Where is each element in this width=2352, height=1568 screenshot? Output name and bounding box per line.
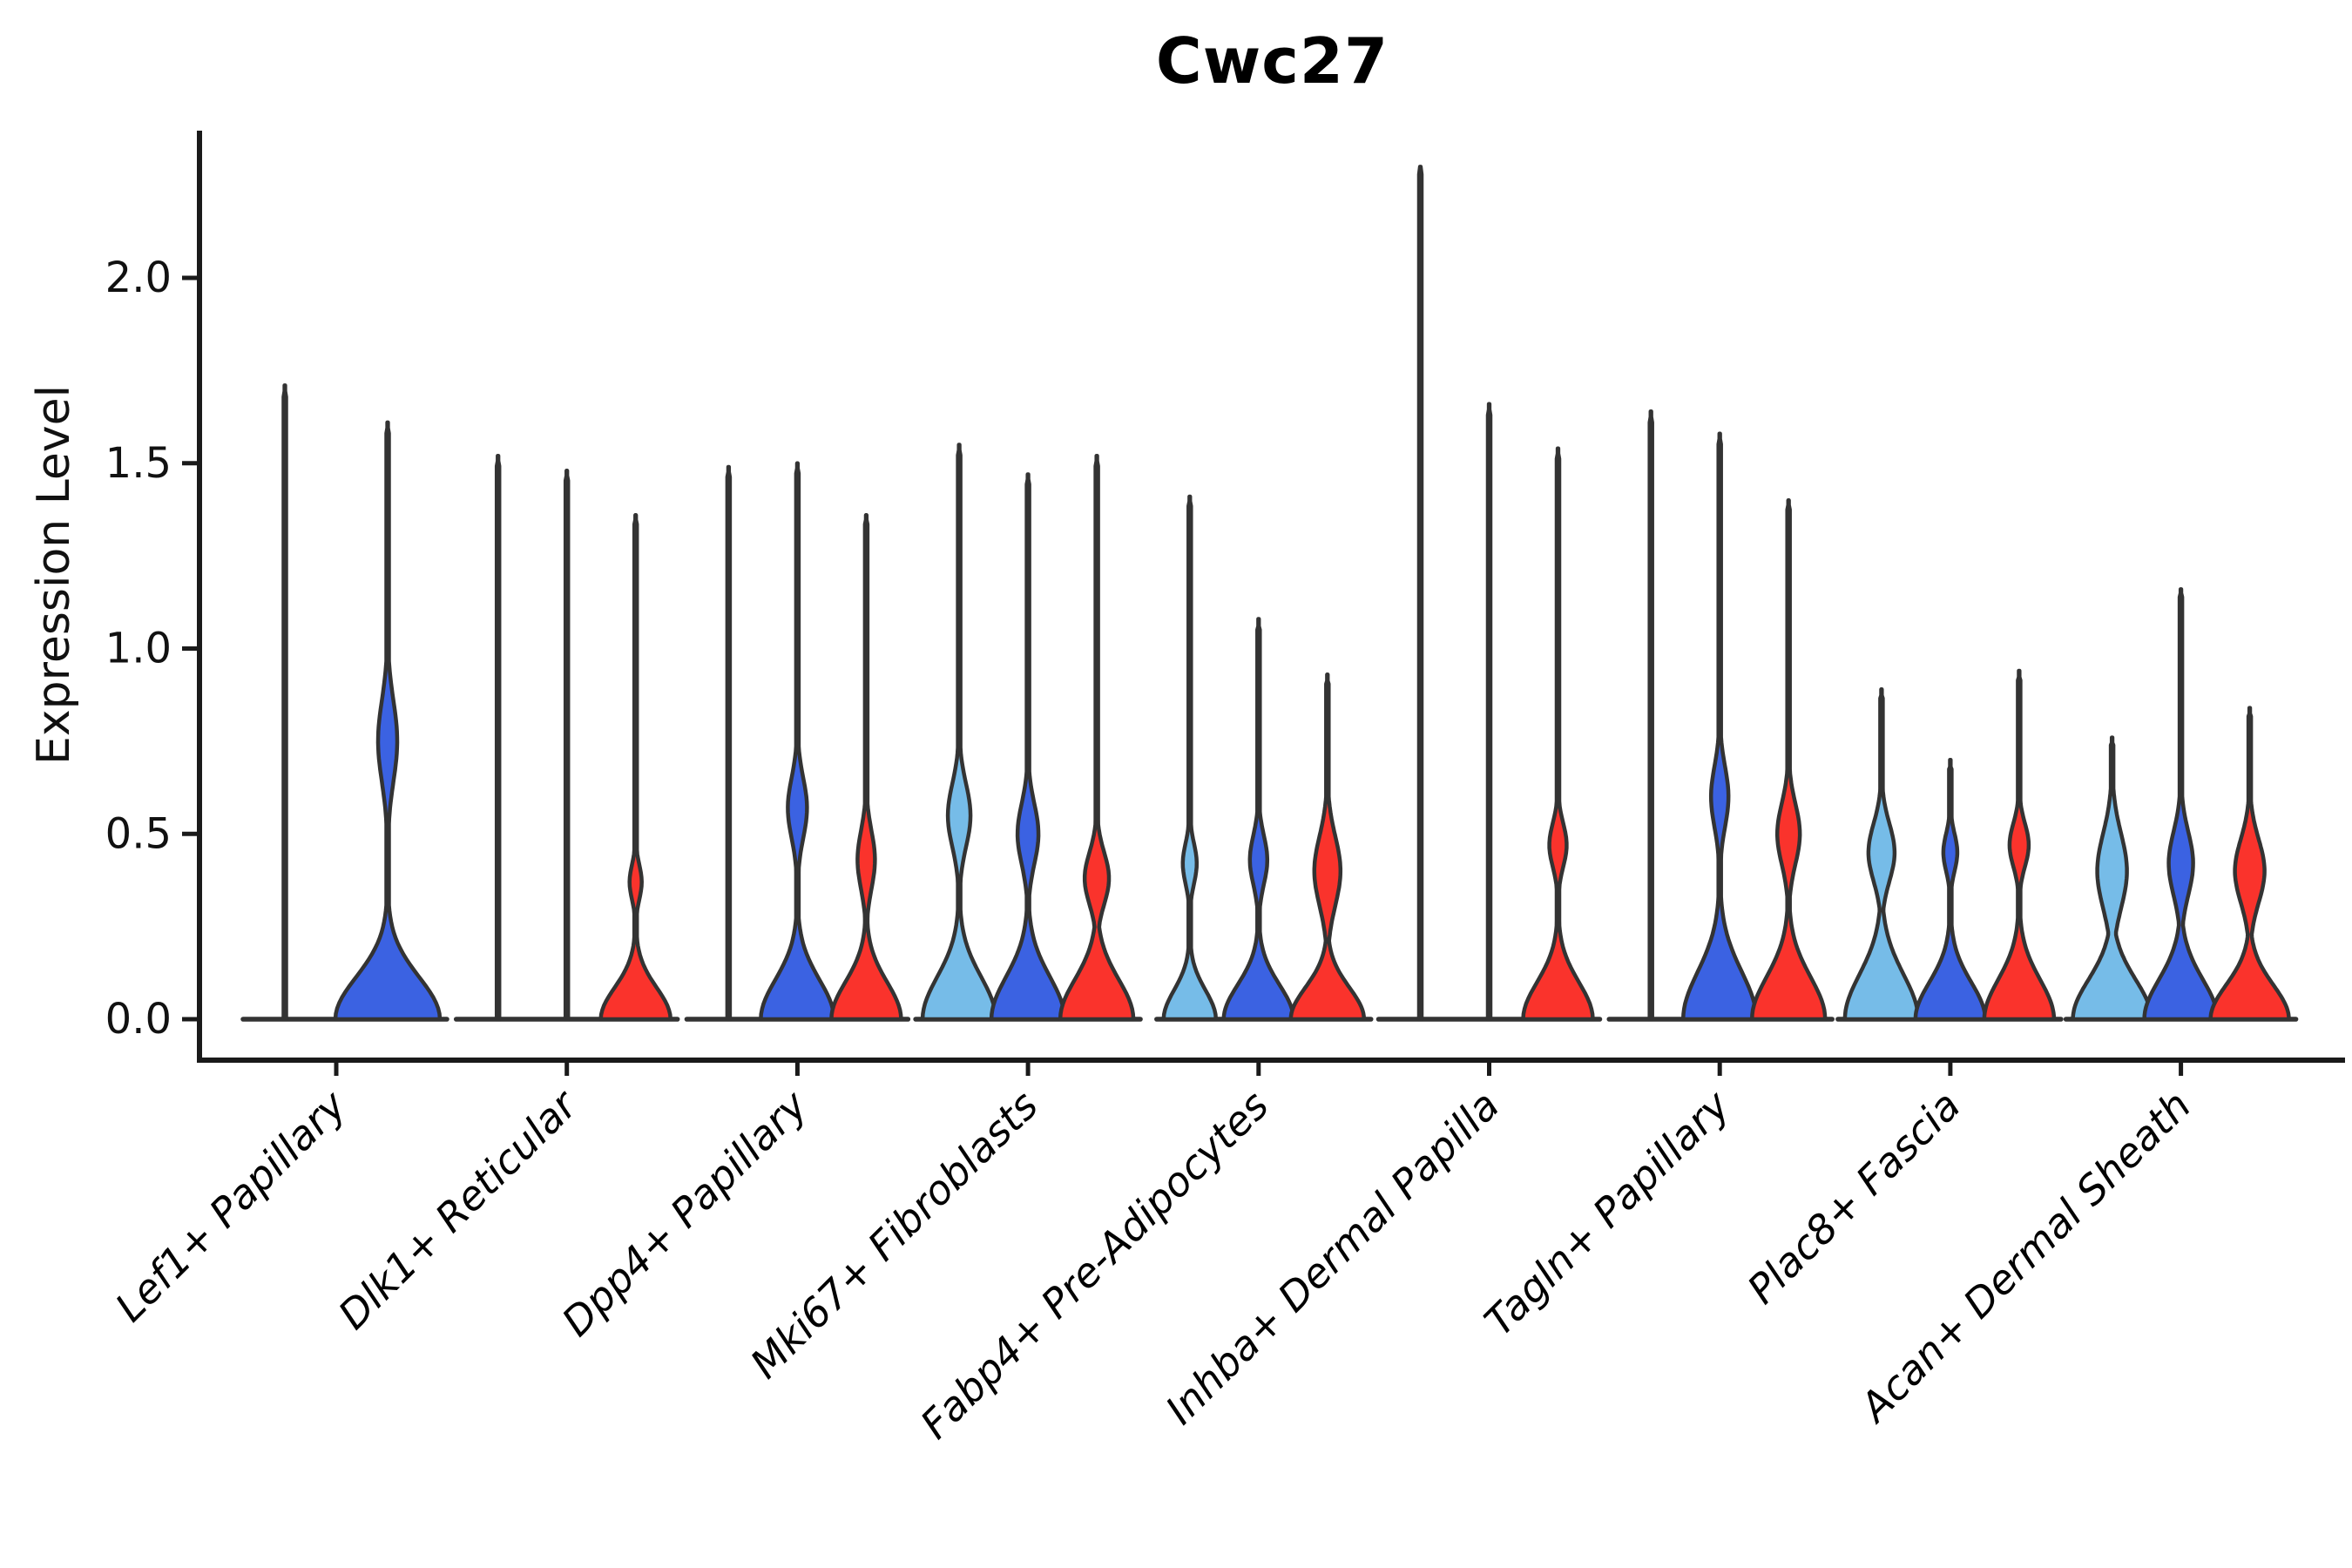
violin [759, 461, 836, 1022]
violin [2142, 587, 2220, 1022]
violin [1842, 687, 1921, 1022]
x-tick-label: Plac8+ Fascia [1738, 1082, 1969, 1313]
y-tick-label: 0.5 [105, 809, 172, 858]
spike-violin [563, 469, 571, 1022]
spike-violin [494, 453, 502, 1022]
spike-violin [1485, 402, 1493, 1022]
x-tick-label: Dpp4+ Papillary [553, 1081, 817, 1345]
violin [2208, 706, 2291, 1022]
x-tick-label: Dlk1+ Reticular [329, 1079, 588, 1338]
spike-violin [1647, 409, 1654, 1022]
y-tick-label: 1.5 [105, 439, 172, 488]
violin [1521, 446, 1595, 1022]
y-axis-label: Expression Level [28, 384, 80, 766]
violin [920, 443, 998, 1022]
violin [1058, 453, 1136, 1022]
violin [333, 420, 443, 1022]
violin [2071, 735, 2153, 1022]
spike-violin [725, 464, 733, 1022]
y-tick-label: 1.0 [105, 625, 172, 673]
spike-violin [1416, 165, 1424, 1022]
violin [829, 513, 903, 1022]
violin [1913, 757, 1988, 1022]
violin [989, 472, 1067, 1022]
x-tick-label: Lef1+ Papillary [106, 1081, 355, 1330]
violin [1161, 494, 1219, 1022]
violin [1221, 617, 1296, 1022]
spike-violin [281, 383, 288, 1022]
violin [598, 513, 672, 1022]
violin [1288, 672, 1367, 1022]
x-tick-label: Tagln+ Papillary [1476, 1081, 1740, 1345]
violin [1680, 431, 1759, 1022]
violin [1982, 668, 2057, 1022]
violin [1749, 498, 1828, 1022]
y-tick-label: 2.0 [105, 253, 172, 302]
y-tick-label: 0.0 [105, 995, 172, 1044]
chart-title: Cwc27 [1155, 24, 1389, 98]
